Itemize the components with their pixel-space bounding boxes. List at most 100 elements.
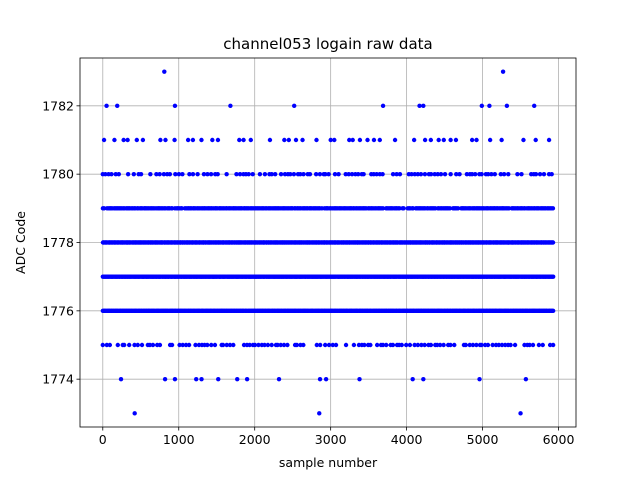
data-point [428,342,434,348]
data-point [231,342,236,348]
y-tick-label: 1780 [42,167,74,182]
data-point [533,137,538,143]
data-point [489,171,494,177]
data-point [515,171,520,177]
data-point [464,171,470,177]
data-point [328,137,333,143]
data-point [134,137,140,143]
data-point [521,137,526,143]
data-point [199,376,204,382]
data-point [550,240,556,245]
data-point [365,137,370,143]
data-point [357,376,362,382]
data-point [195,171,200,177]
data-point [317,376,323,382]
data-point [441,137,446,143]
data-point [463,342,468,348]
data-point [487,103,492,109]
data-point [317,411,322,416]
data-point [121,137,126,143]
data-point [269,342,274,348]
data-point [349,171,355,177]
data-point [208,171,214,177]
data-point [109,171,114,177]
data-point [448,137,453,143]
data-point [278,171,284,177]
data-point [394,171,399,177]
data-point [224,171,229,177]
x-tick-label: 0 [99,432,107,447]
y-tick-label: 1778 [42,235,74,250]
data-point [374,342,380,348]
data-point [135,342,140,348]
data-point [307,171,313,177]
data-point [499,137,504,143]
data-point [172,137,177,143]
data-point [248,137,253,143]
data-point [262,342,267,348]
data-point [247,342,252,348]
data-point [286,137,292,143]
data-point [190,171,196,177]
data-point [550,308,556,314]
data-point [518,411,523,416]
data-point [127,342,132,348]
data-point [368,342,373,348]
data-point [332,171,338,177]
data-point [519,171,524,177]
data-point [380,103,386,109]
data-point [132,411,137,416]
data-point [422,137,428,143]
data-point [397,171,403,177]
data-point [241,137,246,143]
data-point [428,171,434,177]
data-point [169,342,175,348]
data-point [508,342,513,348]
data-point [330,342,335,348]
data-point [404,342,409,348]
data-point [205,171,210,177]
data-point [262,171,268,177]
data-point [447,206,453,211]
data-point [432,171,437,177]
data-point [180,171,185,177]
data-point [485,171,491,177]
data-point [205,342,210,348]
data-point [532,103,537,109]
data-point [224,342,229,348]
data-point [417,103,422,109]
data-point [100,342,105,348]
data-point [448,171,453,177]
data-point [237,137,242,143]
data-point [323,376,329,382]
data-point [474,342,479,348]
data-points [100,69,556,416]
data-point [187,171,192,177]
data-point [512,342,518,348]
data-point [347,137,352,143]
y-tick-label: 1774 [42,372,74,387]
data-point [148,171,153,177]
data-point [419,342,424,348]
data-point [104,342,110,348]
data-point [252,342,258,348]
data-point [115,103,120,109]
data-point [504,103,510,109]
data-point [157,171,162,177]
data-point [479,342,484,348]
data-point [415,342,421,348]
data-point [399,342,404,348]
data-point [150,342,156,348]
data-point [323,171,328,177]
data-point [527,342,532,348]
data-point [132,342,137,348]
data-point [436,137,441,143]
data-point [455,206,461,211]
data-point [173,171,178,177]
data-point [301,342,306,348]
axis-ticks: 0 1000 2000 3000 4000 5000 6000 1774 1776 1778 178… [42,98,574,447]
y-tick-label: 1782 [42,98,74,113]
data-point [371,137,377,143]
data-point [190,137,196,143]
